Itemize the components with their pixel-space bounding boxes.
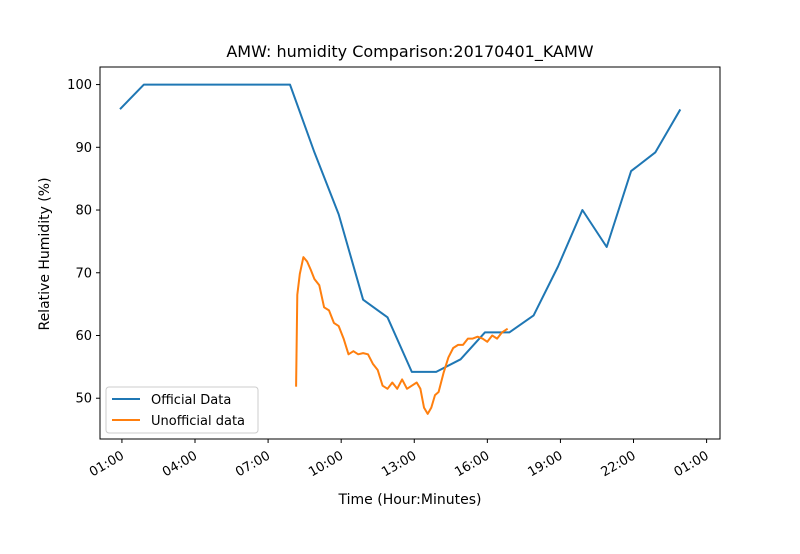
y-tick-label: 60 (75, 329, 92, 344)
series-line-official-data (119, 83, 682, 373)
y-tick-label: 50 (75, 392, 92, 407)
chart-title: AMW: humidity Comparison:20170401_KAMW (226, 42, 593, 62)
y-tick-label: 100 (67, 78, 92, 93)
legend-label: Official Data (151, 393, 231, 408)
y-tick-label: 70 (75, 266, 92, 281)
legend: Official Data Unofficial data (105, 386, 259, 434)
y-axis-label: Relative Humidity (%) (37, 177, 53, 330)
legend-label: Unofficial data (151, 414, 245, 429)
y-tick-label: 90 (75, 141, 92, 156)
y-tick-label: 80 (75, 204, 92, 219)
series-line-unofficial-data (295, 256, 509, 415)
axes-frame (99, 66, 721, 440)
x-axis-label: Time (Hour:Minutes) (338, 492, 482, 508)
legend-box (105, 386, 259, 434)
plot-area (119, 83, 682, 415)
